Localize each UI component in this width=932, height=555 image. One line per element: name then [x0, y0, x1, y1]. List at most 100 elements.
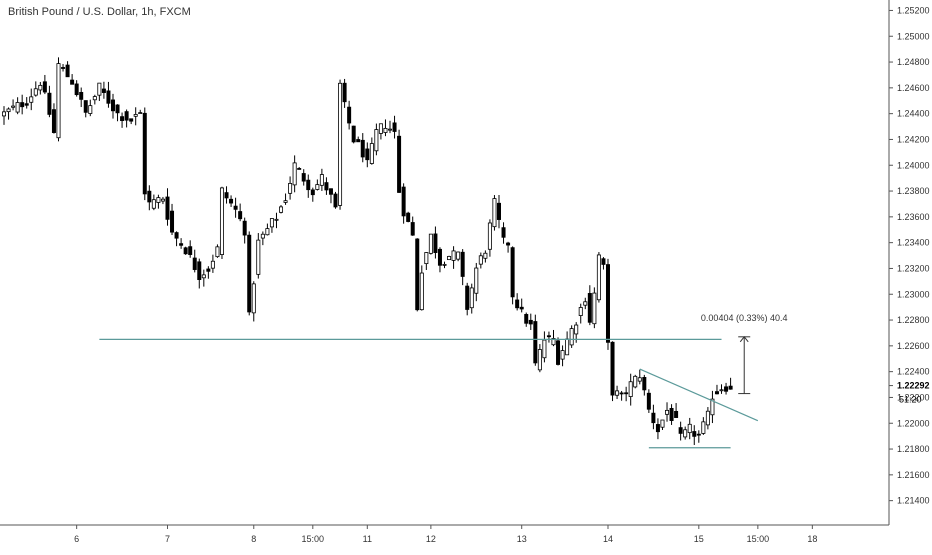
candle-body: [674, 410, 679, 418]
candle-body: [633, 375, 638, 388]
candle-body: [256, 239, 261, 275]
candle-body: [310, 189, 315, 196]
price-tick-label: 1.23000: [897, 289, 930, 299]
candle-body: [678, 427, 683, 434]
candle-body: [183, 247, 188, 255]
candle-body: [274, 218, 279, 221]
candle-body: [279, 206, 284, 213]
candle-body: [38, 84, 43, 91]
candle-body: [11, 105, 16, 108]
candle-body: [442, 263, 447, 266]
candle-body: [596, 254, 601, 301]
price-tick-label: 1.25000: [897, 31, 930, 41]
candle-body: [519, 306, 524, 310]
candle-body: [61, 67, 66, 69]
candle-body: [83, 100, 88, 113]
candle-body: [201, 274, 206, 279]
time-tick-label: 14: [603, 534, 613, 544]
candle-body: [506, 242, 511, 246]
candle-body: [437, 248, 442, 266]
candle-body: [728, 385, 733, 390]
candle-body: [333, 193, 338, 208]
candle-body: [2, 111, 7, 117]
candle-body: [556, 340, 561, 365]
candle-body: [324, 182, 329, 191]
candle-body: [501, 227, 506, 238]
countdown-label: 51:20: [899, 395, 922, 405]
candle-body: [401, 186, 406, 217]
candle-body: [619, 392, 624, 395]
candle-body: [210, 260, 215, 269]
measure-arrow: [739, 336, 749, 343]
current-price-label: 1.22292: [897, 381, 930, 391]
candle-body: [542, 339, 547, 359]
candle-body: [351, 125, 356, 143]
candle-body: [15, 102, 20, 113]
candle-body: [120, 116, 125, 121]
price-tick-label: 1.21400: [897, 496, 930, 506]
price-tick-label: 1.24000: [897, 160, 930, 170]
candle-body: [655, 424, 660, 433]
candle-body: [356, 139, 361, 143]
candle-body: [665, 409, 670, 415]
candle-body: [696, 433, 701, 436]
candle-body: [410, 222, 415, 236]
candle-body: [179, 243, 184, 246]
candle-body: [487, 222, 492, 250]
candle-body: [546, 335, 551, 338]
price-tick-label: 1.22800: [897, 315, 930, 325]
candle-body: [583, 301, 588, 306]
candle-body: [206, 268, 211, 272]
candle-body: [283, 200, 288, 203]
price-tick-label: 1.22000: [897, 418, 930, 428]
candle-body: [701, 421, 706, 434]
candle-body: [397, 135, 402, 193]
candle-body: [156, 197, 161, 203]
price-tick-label: 1.24800: [897, 57, 930, 67]
candle-body: [515, 299, 520, 309]
candle-body: [610, 341, 615, 396]
candle-body: [669, 407, 674, 421]
candle-body: [106, 90, 111, 104]
candle-body: [142, 112, 147, 195]
candle-body: [560, 350, 565, 360]
time-tick-label: 18: [807, 534, 817, 544]
candle-body: [79, 91, 84, 100]
candle-body: [70, 79, 75, 85]
price-tick-label: 1.21800: [897, 444, 930, 454]
candle-body: [51, 109, 56, 133]
time-tick-label: 8: [251, 534, 256, 544]
candle-body: [383, 127, 388, 133]
candle-body: [574, 324, 579, 335]
candle-body: [170, 210, 175, 233]
chart-title: British Pound / U.S. Dollar, 1h, FXCM: [8, 6, 191, 18]
candle-body: [651, 412, 656, 424]
candle-body: [197, 261, 202, 280]
candle-body: [224, 192, 229, 199]
candle-body: [319, 174, 324, 186]
candle-body: [624, 392, 629, 395]
time-tick-label: 7: [165, 534, 170, 544]
measure-label: 0.00404 (0.33%) 40.4: [701, 313, 788, 323]
candle-body: [483, 252, 488, 259]
price-tick-label: 1.23200: [897, 263, 930, 273]
candle-body: [242, 220, 247, 236]
candle-body: [42, 81, 47, 93]
candle-body: [510, 247, 515, 298]
candle-body: [433, 233, 438, 253]
candle-body: [456, 251, 461, 260]
candle-body: [192, 257, 197, 270]
candle-body: [165, 196, 170, 220]
candle-body: [419, 272, 424, 311]
candle-body: [238, 211, 243, 220]
candle-body: [474, 267, 479, 294]
candle-body: [74, 83, 79, 96]
price-tick-label: 1.23800: [897, 186, 930, 196]
candle-body: [47, 92, 52, 115]
candle-body: [492, 198, 497, 228]
candle-body: [496, 202, 501, 220]
candle-body: [129, 118, 134, 122]
candle-body: [424, 252, 429, 265]
